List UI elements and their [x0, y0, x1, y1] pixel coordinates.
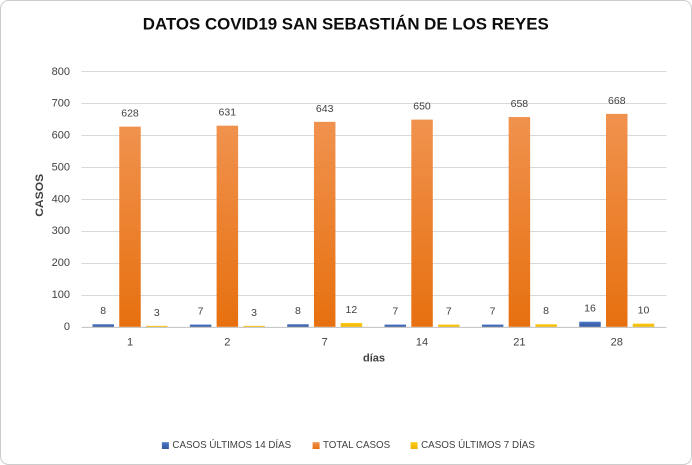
svg-text:CASOS ÚLTIMOS 7 DÍAS: CASOS ÚLTIMOS 7 DÍAS [421, 438, 535, 451]
svg-text:7: 7 [490, 306, 496, 318]
svg-text:800: 800 [52, 66, 70, 78]
svg-text:10: 10 [638, 305, 650, 317]
svg-text:3: 3 [154, 307, 160, 319]
svg-text:12: 12 [346, 304, 358, 316]
svg-text:8: 8 [543, 305, 549, 317]
svg-text:16: 16 [584, 303, 596, 315]
svg-text:CASOS ÚLTIMOS 14 DÍAS: CASOS ÚLTIMOS 14 DÍAS [172, 438, 291, 451]
svg-text:400: 400 [52, 193, 70, 205]
svg-text:200: 200 [52, 257, 70, 269]
svg-text:650: 650 [413, 101, 431, 113]
svg-text:DATOS COVID19 SAN SEBASTIÁN DE: DATOS COVID19 SAN SEBASTIÁN DE LOS REYES [143, 15, 549, 34]
svg-text:643: 643 [316, 103, 334, 115]
svg-text:2: 2 [224, 337, 230, 349]
svg-text:1: 1 [127, 337, 133, 349]
svg-text:TOTAL CASOS: TOTAL CASOS [323, 439, 390, 451]
svg-text:600: 600 [52, 130, 70, 142]
svg-text:21: 21 [513, 337, 525, 349]
svg-text:7: 7 [392, 306, 398, 318]
svg-text:3: 3 [251, 307, 257, 319]
svg-text:7: 7 [446, 306, 452, 318]
svg-text:100: 100 [52, 289, 70, 301]
svg-text:8: 8 [100, 305, 106, 317]
svg-text:14: 14 [416, 337, 428, 349]
svg-text:0: 0 [64, 321, 70, 333]
svg-text:CASOS: CASOS [34, 174, 46, 217]
svg-text:8: 8 [295, 305, 301, 317]
svg-text:658: 658 [511, 98, 529, 110]
svg-text:500: 500 [52, 161, 70, 173]
svg-text:628: 628 [121, 108, 139, 120]
svg-text:días: días [363, 353, 385, 365]
svg-text:700: 700 [52, 98, 70, 110]
svg-text:631: 631 [219, 107, 237, 119]
svg-text:7: 7 [198, 306, 204, 318]
svg-text:300: 300 [52, 225, 70, 237]
svg-text:668: 668 [608, 95, 626, 107]
svg-text:7: 7 [322, 337, 328, 349]
svg-text:28: 28 [611, 337, 623, 349]
